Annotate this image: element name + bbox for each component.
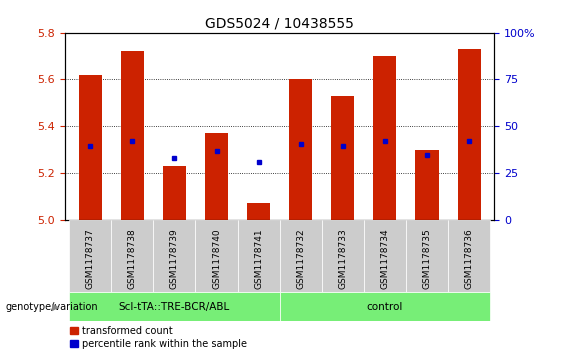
Bar <box>205 133 228 220</box>
Bar <box>111 220 153 292</box>
Title: GDS5024 / 10438555: GDS5024 / 10438555 <box>205 16 354 30</box>
Text: GSM1178739: GSM1178739 <box>170 228 179 289</box>
Text: genotype/variation: genotype/variation <box>6 302 98 312</box>
Bar <box>289 79 312 220</box>
Bar <box>406 220 448 292</box>
Text: control: control <box>367 302 403 312</box>
Text: ScI-tTA::TRE-BCR/ABL: ScI-tTA::TRE-BCR/ABL <box>119 302 230 312</box>
Text: GSM1178732: GSM1178732 <box>296 228 305 289</box>
Text: ▶: ▶ <box>52 302 59 312</box>
Bar <box>280 292 490 321</box>
Text: GSM1178737: GSM1178737 <box>86 228 95 289</box>
Bar <box>331 96 354 220</box>
Bar <box>280 220 322 292</box>
Bar <box>153 220 195 292</box>
Bar <box>69 220 111 292</box>
Bar <box>237 220 280 292</box>
Text: GSM1178740: GSM1178740 <box>212 228 221 289</box>
Text: GSM1178741: GSM1178741 <box>254 228 263 289</box>
Text: GSM1178738: GSM1178738 <box>128 228 137 289</box>
Bar <box>247 203 270 220</box>
Bar <box>322 220 364 292</box>
Bar <box>69 292 280 321</box>
Bar <box>163 166 186 220</box>
Legend: transformed count, percentile rank within the sample: transformed count, percentile rank withi… <box>70 326 246 349</box>
Bar <box>458 49 481 220</box>
Text: GSM1178736: GSM1178736 <box>464 228 473 289</box>
Bar <box>448 220 490 292</box>
Bar <box>195 220 237 292</box>
Bar <box>121 52 144 220</box>
Bar <box>373 56 397 220</box>
Bar <box>415 150 438 220</box>
Text: GSM1178733: GSM1178733 <box>338 228 347 289</box>
Bar <box>79 75 102 220</box>
Text: GSM1178735: GSM1178735 <box>423 228 432 289</box>
Bar <box>364 220 406 292</box>
Text: GSM1178734: GSM1178734 <box>380 228 389 289</box>
